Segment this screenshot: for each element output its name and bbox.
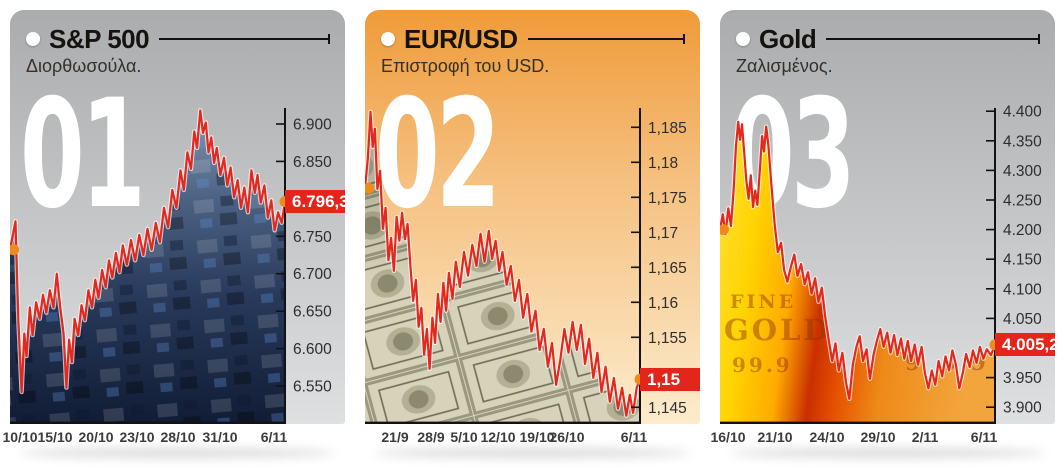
- x-tick-label: 10/10: [2, 429, 38, 445]
- title-rule: [527, 34, 685, 44]
- bullet-icon: [736, 32, 750, 46]
- x-tick-label: 31/10: [202, 429, 238, 445]
- x-tick-label: 24/10: [809, 429, 845, 445]
- panel-number: 03: [730, 68, 856, 242]
- value-badge: 1,15: [640, 368, 700, 391]
- panel-shadow: [730, 448, 1045, 458]
- panel-subtitle: Ζαλισμένος.: [736, 56, 833, 76]
- x-tick-label: 23/10: [119, 429, 155, 445]
- title-rule-end-tick: [682, 34, 685, 44]
- x-tick-label: 28/9: [417, 429, 445, 445]
- panel-shadow: [375, 448, 690, 458]
- x-tick-label: 26/10: [549, 429, 585, 445]
- x-tick-label: 5/10: [450, 429, 478, 445]
- panel-gold: 03 FINE GOLD 99.9 999.9 4.400 4.350 4.300 4.250…: [710, 10, 1059, 468]
- value-badge: 6.796,3: [285, 190, 349, 213]
- title-rule: [826, 34, 1040, 44]
- panel-number: 02: [375, 68, 501, 242]
- panel-title: S&P 500: [49, 24, 150, 54]
- title-rule-end-tick: [1037, 34, 1040, 44]
- panel-number: 01: [20, 68, 146, 242]
- panel-header: EUR/USD: [381, 24, 690, 54]
- x-tick-label: 19/10: [519, 429, 555, 445]
- panel-shadow: [20, 448, 335, 458]
- panel-title: EUR/USD: [404, 24, 518, 54]
- panel-title: Gold: [759, 24, 817, 54]
- panel-header: S&P 500: [26, 24, 335, 54]
- x-tick-label: 6/11: [620, 429, 648, 445]
- x-tick-label: 2/11: [911, 429, 939, 445]
- x-tick-label: 20/10: [78, 429, 114, 445]
- x-tick-label: 12/10: [480, 429, 516, 445]
- title-rule-end-tick: [327, 34, 330, 44]
- panel-subtitle: Επιστροφή του USD.: [381, 56, 550, 76]
- panel-sp500: 01 6.900 6.850 6.750 6.700 6.650 6.600 6.550 S…: [2, 10, 349, 468]
- bullet-icon: [381, 32, 395, 46]
- x-tick-label: 6/11: [970, 429, 998, 445]
- x-tick-label: 6/11: [260, 429, 288, 445]
- x-tick-label: 29/10: [860, 429, 896, 445]
- value-badge: 4.005,2: [995, 333, 1059, 356]
- x-tick-label: 28/10: [160, 429, 196, 445]
- panel-subtitle: Διορθωσούλα.: [26, 56, 142, 76]
- panel-header: Gold: [736, 24, 1045, 54]
- panel-eurusd: 02 1,185 1,18 1,175 1,17 1,165 1,16 1,155 1,145…: [365, 10, 700, 468]
- title-rule: [159, 34, 330, 44]
- x-tick-label: 21/9: [381, 429, 409, 445]
- x-tick-label: 16/10: [710, 429, 746, 445]
- bullet-icon: [26, 32, 40, 46]
- x-tick-label: 15/10: [37, 429, 73, 445]
- x-tick-label: 21/10: [757, 429, 793, 445]
